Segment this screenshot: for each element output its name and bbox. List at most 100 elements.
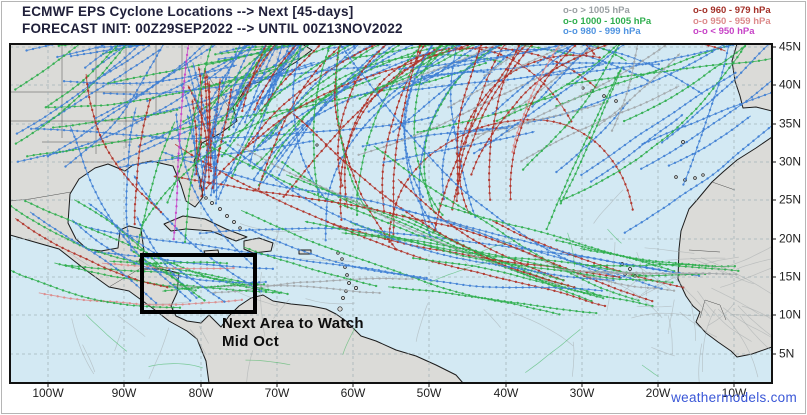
cyclone-track-positions: [336, 44, 597, 187]
cyclone-track-positions: [349, 221, 674, 284]
cyclone-track-positions: [580, 71, 738, 177]
cyclone-track-positions: [437, 202, 676, 273]
cyclone-track: [636, 251, 648, 296]
cyclone-track-positions: [37, 291, 244, 306]
cyclone-track-positions: [402, 44, 436, 199]
cyclone-track: [667, 299, 675, 335]
island: [628, 267, 632, 271]
title-block: ECMWF EPS Cyclone Locations --> Next [45…: [22, 3, 403, 37]
cyclone-track: [741, 305, 772, 320]
cyclone-track-positions: [400, 213, 565, 282]
cyclone-track: [698, 343, 703, 383]
cyclone-track-positions: [361, 126, 510, 148]
legend-item: o-o 960 - 979 hPa: [693, 5, 771, 16]
cyclone-track: [406, 44, 504, 89]
cyclone-track-positions: [191, 113, 615, 282]
lon-label: 80W: [188, 386, 214, 400]
cyclone-track: [699, 256, 739, 266]
cyclone-track: [85, 314, 128, 352]
annotation-watch-area-line1: Next Area to Watch: [222, 315, 364, 332]
cyclone-track: [339, 47, 597, 220]
legend-column-2: o-o 960 - 979 hPa o-o 950 - 959 hPa o-o < …: [693, 5, 771, 38]
cyclone-track: [665, 257, 726, 261]
cyclone-track: [631, 312, 691, 319]
cyclone-track-positions: [281, 160, 605, 300]
cyclone-track: [305, 298, 355, 305]
cyclone-track: [198, 325, 209, 344]
lat-label: 15N: [779, 269, 802, 284]
cyclone-track: [690, 257, 727, 276]
cyclone-track: [607, 228, 622, 244]
cyclone-track-positions: [84, 72, 163, 214]
cyclone-track-positions: [161, 150, 663, 290]
cyclone-track-positions: [203, 99, 220, 197]
cyclone-track-positions: [392, 44, 503, 133]
cyclone-track: [583, 268, 601, 280]
cyclone-track: [232, 44, 303, 176]
lat-label: 20N: [779, 231, 802, 246]
cyclone-track-positions: [198, 77, 222, 188]
annotation-watch-area-line2: Mid Oct: [222, 333, 280, 350]
legend-item: o-o > 1005 hPa: [563, 5, 630, 16]
cyclone-track: [273, 229, 280, 249]
cyclone-track: [478, 240, 513, 253]
forecast-init-subtitle: FORECAST INIT: 00Z29SEP2022 --> UNTIL 00…: [22, 21, 403, 36]
island: [225, 214, 229, 218]
cyclone-track-positions: [545, 70, 621, 231]
lon-label: 70W: [264, 386, 290, 400]
cyclone-track: [722, 307, 772, 339]
cyclone-track-positions: [335, 44, 365, 207]
cyclone-track-positions: [191, 92, 218, 205]
cyclone-track: [276, 44, 708, 159]
cyclone-track: [721, 246, 772, 269]
island: [204, 196, 208, 200]
cyclone-track: [342, 327, 356, 355]
cyclone-track: [246, 350, 254, 383]
island: [210, 201, 214, 205]
cyclone-track-positions: [640, 78, 772, 170]
cyclone-track-positions: [278, 44, 390, 177]
cyclone-track: [300, 258, 356, 262]
legend-item: o-o 980 - 999 hPa: [563, 26, 641, 37]
cyclone-track-positions: [203, 67, 211, 185]
cyclone-track-positions: [433, 44, 529, 233]
cyclone-track-positions: [183, 134, 203, 244]
cyclone-track: [651, 346, 675, 357]
cyclone-track-positions: [10, 268, 182, 309]
cyclone-track: [232, 44, 277, 123]
cyclone-track: [661, 44, 770, 143]
cyclone-track-positions: [118, 139, 316, 169]
cyclone-track-positions: [324, 48, 654, 242]
cyclone-track-positions: [559, 65, 624, 205]
cyclone-track-positions: [381, 44, 427, 213]
cyclone-track-positions: [186, 113, 202, 190]
cyclone-track-positions: [196, 65, 203, 163]
lat-label: 10N: [779, 307, 802, 322]
cyclone-track-positions: [47, 67, 277, 109]
cyclone-track: [65, 44, 165, 167]
cyclone-track: [243, 246, 377, 287]
cyclone-track: [667, 314, 673, 355]
cyclone-track-positions: [209, 44, 275, 110]
cyclone-track-positions: [247, 227, 428, 280]
cyclone-track: [261, 44, 322, 111]
island: [354, 286, 358, 290]
cyclone-track-positions: [520, 84, 681, 163]
cyclone-track-positions: [29, 127, 165, 139]
cyclone-track-positions: [217, 44, 298, 201]
cyclone-track-positions: [458, 54, 602, 214]
cyclone-track: [512, 44, 561, 153]
cyclone-track-positions: [521, 44, 621, 171]
cyclone-track-positions: [202, 93, 229, 167]
cyclone-track-positions: [14, 44, 129, 145]
cyclone-track: [114, 331, 122, 352]
cyclone-track: [456, 44, 483, 194]
island: [681, 140, 685, 144]
legend-item: o-o 950 - 959 hPa: [693, 15, 771, 27]
cyclone-track: [697, 290, 752, 342]
island: [701, 173, 705, 177]
cyclone-track-positions: [220, 44, 355, 158]
lon-label: 10W: [721, 386, 747, 400]
cyclone-track-positions: [682, 44, 731, 186]
island: [232, 220, 236, 224]
